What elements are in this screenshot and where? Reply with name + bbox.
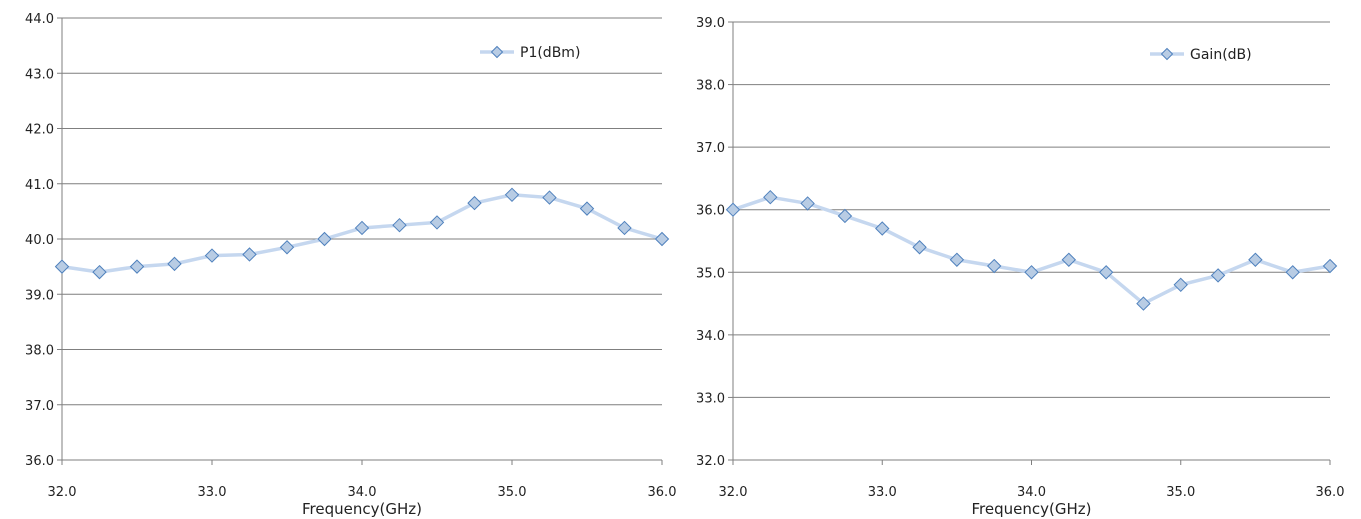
legend-label: Gain(dB)	[1190, 47, 1252, 63]
data-point-marker	[1285, 265, 1300, 280]
y-tick-label: 36.0	[25, 454, 54, 469]
x-tick-label: 34.0	[1017, 485, 1046, 500]
data-point-marker	[949, 252, 965, 267]
y-tick-label: 42.0	[25, 123, 54, 138]
y-tick-label: 38.0	[25, 344, 54, 359]
y-tick-label: 37.0	[25, 399, 54, 414]
legend-label: P1(dBm)	[520, 45, 580, 61]
data-point-marker	[725, 202, 741, 217]
legend-marker	[490, 45, 504, 59]
x-tick-label: 33.0	[868, 485, 897, 500]
y-tick-label: 32.0	[696, 454, 725, 469]
x-tick-label: 36.0	[648, 485, 677, 500]
data-point-marker	[242, 247, 257, 262]
x-axis-title: Frequency(GHz)	[302, 500, 422, 518]
data-point-marker	[1248, 252, 1263, 267]
x-tick-label: 32.0	[48, 485, 77, 500]
data-point-marker	[504, 187, 520, 203]
data-point-marker	[1061, 252, 1077, 267]
data-point-marker	[875, 221, 890, 236]
data-point-marker	[617, 220, 632, 236]
data-point-marker	[763, 189, 778, 205]
data-point-marker	[579, 201, 595, 216]
y-tick-label: 35.0	[696, 266, 725, 281]
y-tick-label: 33.0	[696, 391, 725, 406]
x-tick-label: 35.0	[498, 485, 527, 500]
y-tick-label: 43.0	[25, 67, 54, 82]
data-point-marker	[204, 248, 220, 263]
data-point-marker	[54, 259, 70, 274]
y-tick-label: 39.0	[696, 16, 725, 31]
data-point-marker	[654, 231, 670, 247]
series-line	[732, 195, 1331, 306]
y-tick-label: 44.0	[25, 12, 54, 27]
y-tick-label: 39.0	[25, 288, 54, 303]
x-tick-label: 36.0	[1316, 485, 1345, 500]
x-tick-label: 35.0	[1166, 485, 1195, 500]
data-point-marker	[912, 240, 927, 255]
y-tick-label: 36.0	[696, 204, 725, 219]
data-point-marker	[800, 196, 815, 211]
y-tick-label: 38.0	[696, 79, 725, 94]
data-point-marker	[129, 259, 145, 274]
data-point-marker	[837, 208, 853, 224]
x-tick-label: 33.0	[198, 485, 227, 500]
data-point-marker	[92, 264, 107, 280]
data-point-marker	[392, 217, 407, 233]
x-axis-title: Frequency(GHz)	[972, 500, 1092, 518]
data-point-marker	[1098, 265, 1114, 280]
x-tick-label: 32.0	[719, 485, 748, 500]
p1-chart: 36.0 37.0 38.0 39.0 40.0 41.0 42.0 43.0 44.0 32.0…	[25, 12, 676, 518]
data-point-marker	[279, 240, 295, 255]
data-point-marker	[1136, 296, 1151, 311]
x-tick-label: 34.0	[348, 485, 377, 500]
gain-chart: 32.0 33.0 34.0 35.0 36.0 37.0 38.0 39.0 32.0 33.0…	[696, 16, 1344, 518]
data-point-marker	[429, 215, 445, 230]
legend-marker	[1160, 47, 1174, 61]
data-point-marker	[1322, 258, 1338, 274]
y-tick-label: 34.0	[696, 329, 725, 344]
y-tick-label: 40.0	[25, 233, 54, 248]
data-point-marker	[986, 258, 1002, 274]
data-point-marker	[542, 190, 557, 205]
y-tick-label: 41.0	[25, 178, 54, 193]
data-point-marker	[1024, 265, 1039, 280]
data-point-marker	[1210, 268, 1226, 283]
data-point-marker	[167, 256, 182, 272]
data-point-marker	[317, 231, 332, 247]
data-point-marker	[467, 195, 482, 211]
y-tick-label: 37.0	[696, 141, 725, 156]
data-point-marker	[1173, 277, 1188, 293]
data-point-marker	[354, 220, 370, 236]
